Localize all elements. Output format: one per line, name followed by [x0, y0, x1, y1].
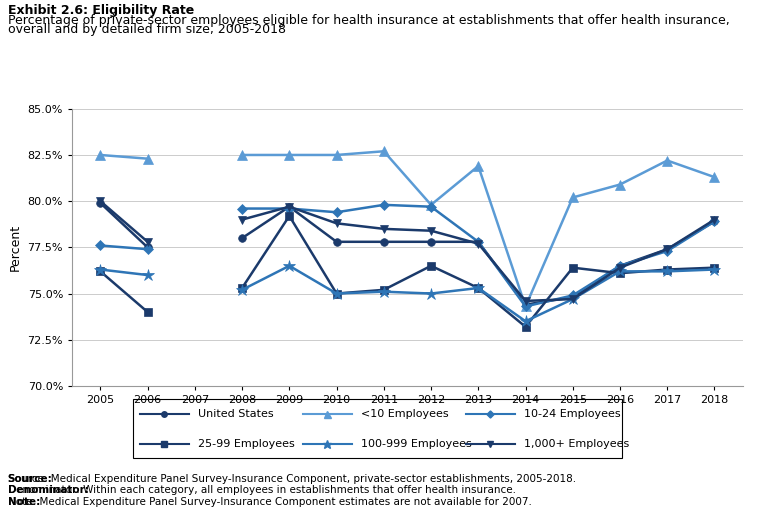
Text: 1,000+ Employees: 1,000+ Employees: [524, 439, 629, 449]
Text: 100-999 Employees: 100-999 Employees: [361, 439, 471, 449]
Text: Note: Medical Expenditure Panel Survey-Insurance Component estimates are not ava: Note: Medical Expenditure Panel Survey-I…: [8, 497, 531, 507]
Text: United States: United States: [198, 409, 274, 419]
Y-axis label: Percent: Percent: [9, 224, 22, 271]
Text: Percentage of private-sector employees eligible for health insurance at establis: Percentage of private-sector employees e…: [8, 14, 729, 27]
Text: 10-24 Employees: 10-24 Employees: [524, 409, 621, 419]
Text: <10 Employees: <10 Employees: [361, 409, 449, 419]
Text: Note:: Note:: [8, 497, 40, 507]
Text: Denominator: Within each category, all employees in establishments that offer he: Denominator: Within each category, all e…: [8, 485, 515, 495]
Text: Source: Medical Expenditure Panel Survey-Insurance Component, private-sector est: Source: Medical Expenditure Panel Survey…: [8, 474, 576, 484]
Text: Source:: Source:: [8, 474, 52, 484]
Text: overall and by detailed firm size, 2005-2018: overall and by detailed firm size, 2005-…: [8, 23, 286, 36]
Text: Denominator:: Denominator:: [8, 485, 89, 495]
Text: 25-99 Employees: 25-99 Employees: [198, 439, 295, 449]
Text: Exhibit 2.6: Eligibility Rate: Exhibit 2.6: Eligibility Rate: [8, 4, 194, 17]
